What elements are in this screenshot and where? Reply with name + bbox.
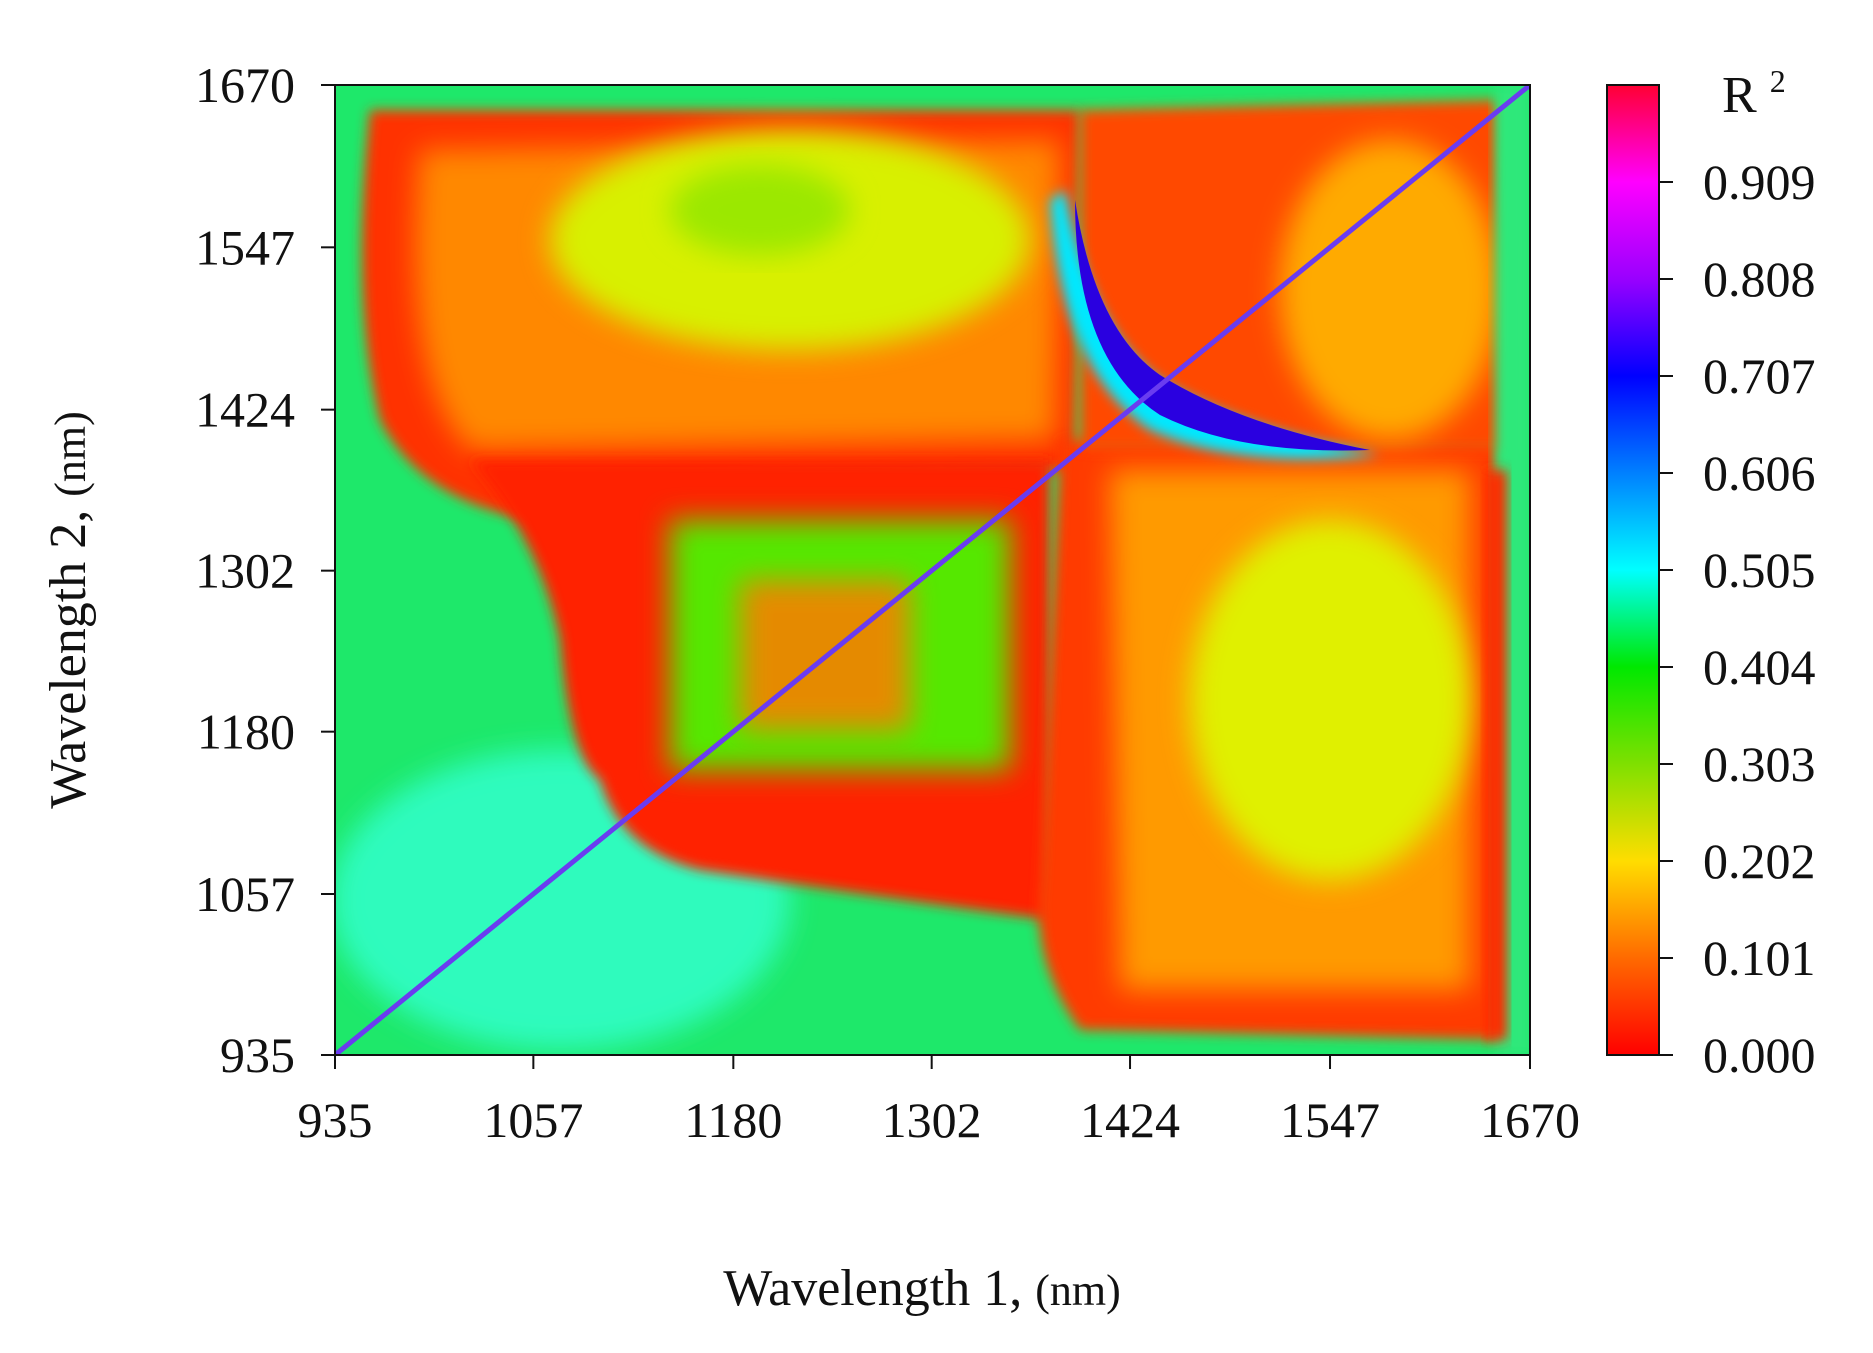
colorbar-tick-label-9: 0.909 (1703, 154, 1816, 210)
y-axis-title: Wavelength 2, (nm) (40, 411, 97, 809)
x-axis-title: Wavelength 1, (nm) (723, 1260, 1121, 1317)
colorbar-tick-label-1: 0.101 (1703, 930, 1816, 986)
colorbar-title-base: R (1722, 67, 1757, 124)
x-tick-label-3: 1302 (882, 1092, 982, 1148)
y-tick-label-1: 1057 (195, 866, 295, 922)
heatmap-region-right-edge-red (1485, 470, 1507, 1040)
y-axis: 935 1057 1180 1302 1424 1547 1670 (195, 57, 335, 1083)
x-tick-label-1: 1057 (483, 1092, 583, 1148)
x-tick-label-6: 1670 (1480, 1092, 1580, 1148)
x-axis-title-text: Wavelength 1, (723, 1260, 1022, 1317)
colorbar-title-sup: 2 (1770, 63, 1786, 99)
x-axis-title-unit: (nm) (1035, 1266, 1121, 1315)
colorbar-ticks: 0.000 0.101 0.202 0.303 0.404 0.505 0.606 0.707… (1659, 154, 1816, 1083)
heatmap-diagonal-line (335, 85, 1530, 1055)
x-tick-label-5: 1547 (1280, 1092, 1380, 1148)
heatmap-region-lower-right-yellow (1190, 520, 1470, 880)
colorbar-tick-label-5: 0.505 (1703, 542, 1816, 598)
colorbar-tick-label-6: 0.606 (1703, 445, 1816, 501)
heatmap-region-upper-right-orange (1280, 140, 1500, 440)
heatmap-region-blue-crescent (1075, 200, 1370, 451)
x-tick-label-2: 1180 (684, 1092, 782, 1148)
x-tick-label-4: 1424 (1080, 1092, 1180, 1148)
colorbar-tick-label-4: 0.404 (1703, 639, 1816, 695)
colorbar-tick-label-8: 0.808 (1703, 251, 1816, 307)
y-tick-label-0: 935 (220, 1027, 295, 1083)
y-axis-title-text: Wavelength 2, (40, 510, 97, 809)
heatmap-plot-area (335, 85, 1530, 1055)
colorbar-title: R 2 (1722, 63, 1786, 124)
y-tick-label-4: 1424 (195, 382, 295, 438)
x-tick-label-0: 935 (298, 1092, 373, 1148)
x-axis: 935 1057 1180 1302 1424 1547 1670 (298, 1055, 1580, 1148)
y-tick-label-3: 1302 (195, 543, 295, 599)
y-tick-label-5: 1547 (195, 219, 295, 275)
colorbar-tick-label-3: 0.303 (1703, 736, 1816, 792)
colorbar-tick-label-0: 0.000 (1703, 1027, 1816, 1083)
colorbar-tick-label-7: 0.707 (1703, 348, 1816, 404)
y-tick-label-2: 1180 (197, 704, 295, 760)
heatmap-region-upper-left-green-core (670, 165, 850, 255)
colorbar-tick-label-2: 0.202 (1703, 833, 1816, 889)
y-tick-label-6: 1670 (195, 57, 295, 113)
colorbar-gradient (1606, 84, 1660, 1056)
colorbar: R 2 0.0000.1010.2020.3030.4040.5050.6060… (1606, 63, 1816, 1083)
y-axis-title-unit: (nm) (46, 411, 95, 497)
